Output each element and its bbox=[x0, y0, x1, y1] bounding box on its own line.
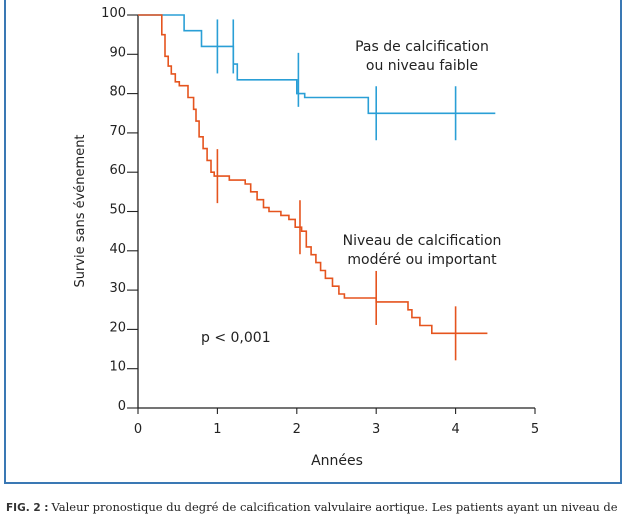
figure-caption-label: FIG. 2 : bbox=[6, 502, 49, 514]
series-label-low-line1: Pas de calcification bbox=[355, 39, 489, 55]
x-axis-label: Années bbox=[311, 453, 363, 469]
x-tick-label: 2 bbox=[293, 422, 301, 437]
x-tick-label: 3 bbox=[372, 422, 380, 437]
y-tick-label: 20 bbox=[109, 320, 126, 335]
y-axis-label: Survie sans événement bbox=[73, 134, 88, 287]
y-tick-label: 40 bbox=[109, 242, 126, 257]
y-tick-label: 90 bbox=[109, 45, 126, 60]
x-tick-label: 1 bbox=[213, 422, 221, 437]
series-label-high-line1: Niveau de calcification bbox=[343, 233, 502, 249]
x-tick-label: 4 bbox=[451, 422, 459, 437]
figure-caption: FIG. 2 : Valeur pronostique du degré de c… bbox=[6, 500, 628, 515]
figure-frame bbox=[4, 0, 622, 484]
survival-curve-high bbox=[138, 14, 488, 335]
survival-chart: 0 10 20 30 40 50 60 70 80 90 100 0 1 2 3 4 5 Survie sans… bbox=[73, 6, 539, 469]
x-tick-label: 0 bbox=[134, 422, 142, 437]
y-tick-label: 50 bbox=[109, 203, 126, 218]
y-tick-label: 10 bbox=[109, 360, 126, 375]
p-value-annotation: p < 0,001 bbox=[201, 330, 271, 346]
y-tick-label: 100 bbox=[101, 6, 126, 21]
y-tick-label: 30 bbox=[109, 281, 126, 296]
series-label-high-line2: modéré ou important bbox=[347, 252, 497, 268]
y-tick-label: 70 bbox=[109, 124, 126, 139]
y-tick-label: 60 bbox=[109, 163, 126, 178]
y-tick-label: 80 bbox=[109, 85, 126, 100]
survival-curve-low bbox=[138, 14, 496, 115]
series-label-low-line2: ou niveau faible bbox=[366, 58, 478, 74]
y-tick-label: 0 bbox=[118, 399, 126, 414]
x-tick-label: 5 bbox=[531, 422, 539, 437]
figure-caption-text: Valeur pronostique du degré de calcifica… bbox=[51, 500, 618, 514]
